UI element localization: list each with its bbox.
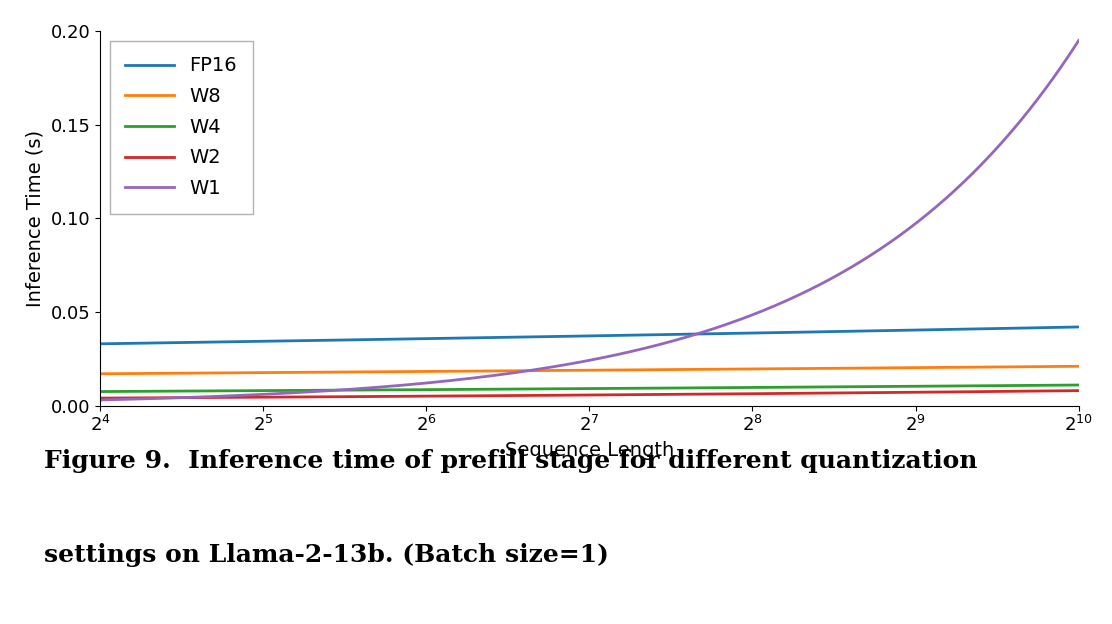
W4 [267, 387, 280, 394]
FP16 [345, 336, 358, 344]
W2 [93, 394, 107, 402]
W8 [93, 370, 107, 378]
Line: FP16: FP16 [100, 327, 1079, 344]
W4 [93, 388, 107, 396]
W1 [345, 386, 358, 393]
X-axis label: Sequence Length: Sequence Length [505, 441, 674, 460]
W8 [267, 369, 280, 376]
W8 [536, 367, 549, 374]
W1 [536, 365, 549, 373]
W1 [267, 390, 280, 397]
W1 [671, 336, 684, 344]
W4 [1072, 381, 1085, 389]
FP16 [747, 329, 761, 337]
Text: settings on Llama-2-13b. (Batch size=1): settings on Llama-2-13b. (Batch size=1) [44, 543, 609, 567]
W2 [831, 389, 844, 397]
FP16 [536, 333, 549, 341]
FP16 [831, 328, 844, 335]
Y-axis label: Inference Time (s): Inference Time (s) [26, 130, 44, 307]
W2 [267, 393, 280, 401]
W2 [747, 390, 761, 397]
W8 [671, 366, 684, 373]
W1 [93, 396, 107, 404]
W4 [831, 383, 844, 391]
W8 [831, 364, 844, 372]
Line: W1: W1 [100, 41, 1079, 400]
W8 [747, 365, 761, 373]
Line: W8: W8 [100, 366, 1079, 374]
W4 [345, 386, 358, 394]
Line: W2: W2 [100, 391, 1079, 398]
W1 [747, 311, 761, 318]
W1 [831, 271, 844, 279]
W1 [1072, 37, 1085, 44]
W2 [671, 391, 684, 398]
FP16 [1072, 323, 1085, 331]
FP16 [93, 340, 107, 348]
Text: Figure 9.  Inference time of prefill stage for different quantization: Figure 9. Inference time of prefill stag… [44, 449, 977, 473]
W8 [1072, 363, 1085, 370]
W2 [536, 392, 549, 399]
W4 [671, 384, 684, 392]
W4 [747, 384, 761, 391]
W4 [536, 385, 549, 392]
W2 [345, 393, 358, 401]
Legend: FP16, W8, W4, W2, W1: FP16, W8, W4, W2, W1 [110, 41, 252, 213]
FP16 [671, 331, 684, 338]
FP16 [267, 338, 280, 345]
Line: W4: W4 [100, 385, 1079, 392]
W8 [345, 368, 358, 376]
W2 [1072, 387, 1085, 394]
